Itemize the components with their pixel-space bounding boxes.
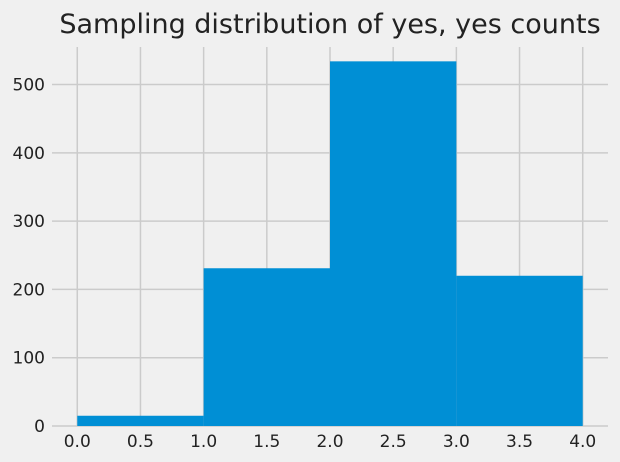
histogram-bars [77, 61, 583, 426]
x-tick-label: 1.0 [190, 432, 217, 452]
y-tick-label: 300 [13, 212, 45, 232]
histogram-bar [456, 275, 583, 426]
y-tick-label: 100 [13, 349, 45, 369]
x-tick-label: 4.0 [569, 432, 596, 452]
y-tick-label: 200 [13, 280, 45, 300]
x-tick-label: 2.0 [316, 432, 343, 452]
x-tick-label: 1.5 [253, 432, 280, 452]
y-tick-label: 400 [13, 144, 45, 164]
x-tick-label: 0.5 [127, 432, 154, 452]
histogram-bar [330, 61, 457, 426]
x-tick-label: 3.5 [506, 432, 533, 452]
y-tick-label: 0 [34, 417, 45, 437]
x-axis-ticks: 0.0 0.5 1.0 1.5 2.0 2.5 3.0 3.5 4.0 [64, 432, 597, 452]
histogram-bar [77, 415, 204, 426]
y-axis-ticks: 0 100 200 300 400 500 [13, 76, 45, 437]
chart-title: Sampling distribution of yes, yes counts [59, 9, 600, 40]
x-tick-label: 0.0 [64, 432, 91, 452]
histogram-bar [203, 268, 330, 426]
y-tick-label: 500 [13, 76, 45, 96]
x-tick-label: 3.0 [443, 432, 470, 452]
x-tick-label: 2.5 [380, 432, 407, 452]
